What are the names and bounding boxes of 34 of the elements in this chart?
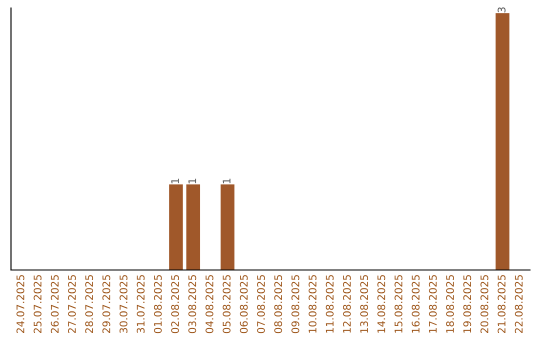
- data-label: 1: [188, 178, 196, 184]
- x-tick-label: 27.07.2025: [68, 275, 76, 334]
- x-tick-label: 05.08.2025: [222, 275, 231, 334]
- x-tick-label: 09.08.2025: [291, 275, 300, 334]
- x-tick-label: 21.08.2025: [498, 275, 506, 334]
- data-label: 1: [171, 178, 179, 184]
- x-tick-label: 12.08.2025: [342, 275, 351, 333]
- x-tick-label: 03.08.2025: [188, 275, 196, 334]
- x-tick-label: 28.07.2025: [85, 275, 94, 334]
- data-label: 1: [222, 178, 230, 184]
- data-label: 3: [498, 7, 506, 12]
- x-tick-label: 25.07.2025: [34, 275, 42, 334]
- x-tick-label: 16.08.2025: [412, 275, 420, 333]
- x-tick-label: 04.08.2025: [205, 275, 214, 334]
- x-tick-label: 19.08.2025: [463, 275, 472, 333]
- x-tick-label: 30.07.2025: [120, 275, 128, 334]
- x-tick-label: 01.08.2025: [154, 275, 162, 334]
- x-tick-label: 10.08.2025: [308, 275, 316, 333]
- x-tick-label: 02.08.2025: [171, 275, 180, 334]
- x-tick-label: 17.08.2025: [428, 275, 437, 333]
- x-tick-label: 26.07.2025: [50, 275, 59, 334]
- x-tick-label: 06.08.2025: [240, 275, 248, 334]
- x-tick-label: 07.08.2025: [257, 275, 265, 334]
- x-tick-label: 11.08.2025: [326, 275, 334, 333]
- x-tick-label: 18.08.2025: [446, 275, 454, 333]
- x-tick-label: 22.08.2025: [514, 275, 523, 334]
- x-tick-label: 08.08.2025: [274, 275, 282, 334]
- x-tick-label: 31.07.2025: [136, 275, 145, 334]
- x-tick-label: 24.07.2025: [16, 275, 24, 334]
- x-tick-label: 13.08.2025: [360, 275, 368, 333]
- x-tick-label: 20.08.2025: [480, 275, 488, 334]
- x-tick-label: 29.07.2025: [102, 275, 110, 334]
- x-tick-label: 14.08.2025: [377, 275, 386, 333]
- x-tick-label: 15.08.2025: [394, 275, 402, 333]
